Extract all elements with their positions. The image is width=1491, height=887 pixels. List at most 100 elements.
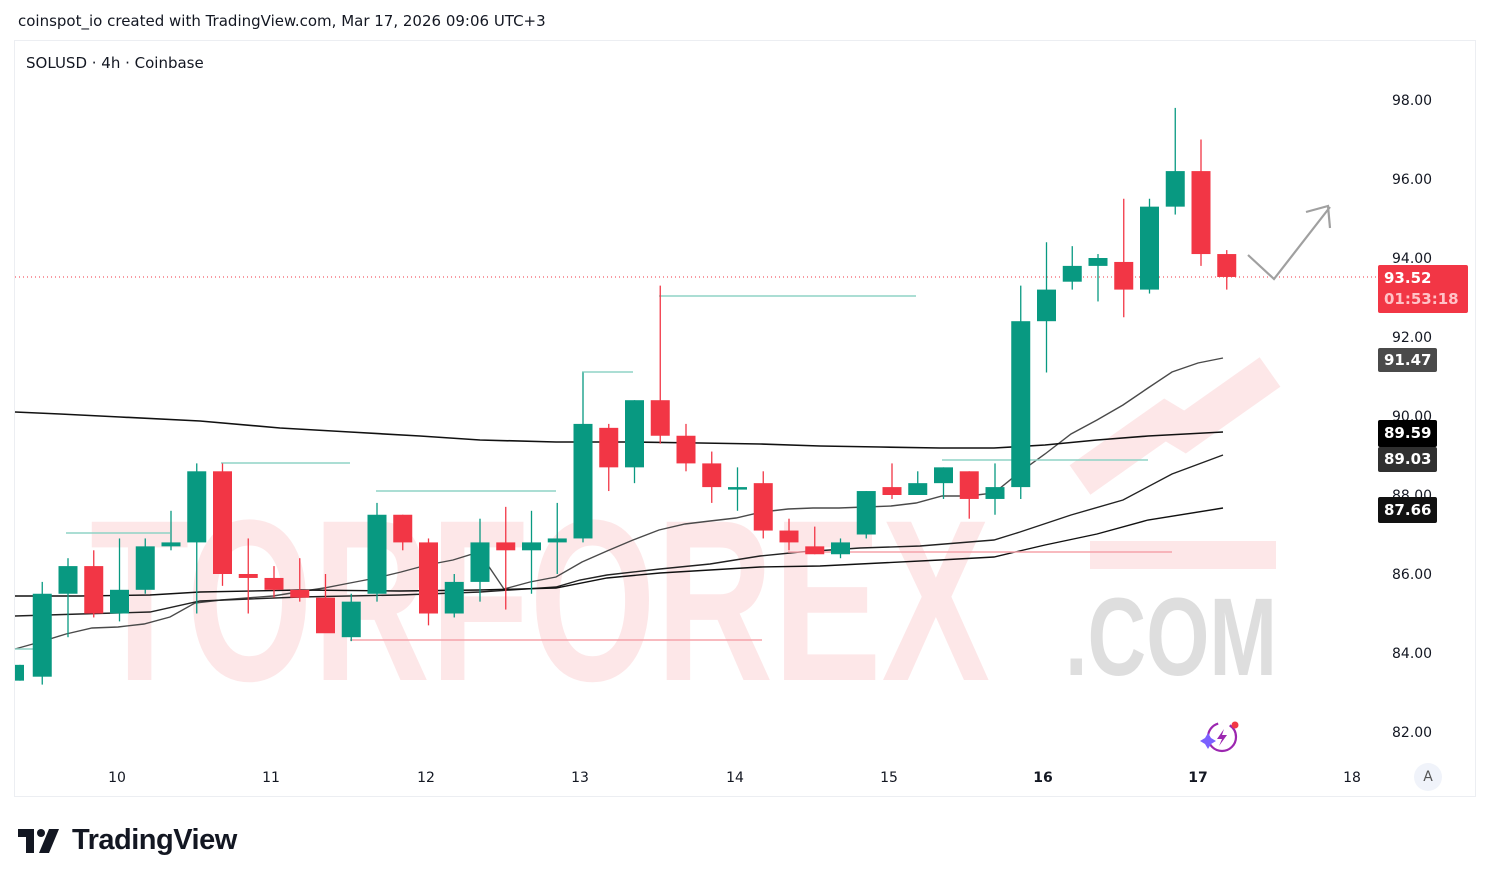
candle-body — [1037, 289, 1056, 322]
candle-body — [15, 664, 24, 681]
candle — [32, 581, 52, 685]
candle-body — [496, 542, 516, 551]
candle-body — [753, 483, 773, 531]
time-tick-label: 10 — [108, 770, 126, 786]
candle — [1140, 198, 1159, 294]
price-tick-label: 98.00 — [1392, 93, 1432, 109]
current-price-value: 93.52 — [1384, 269, 1432, 287]
current-price-tag: 93.52 01:53:18 — [1378, 265, 1468, 313]
candle — [625, 400, 644, 484]
bar-countdown: 01:53:18 — [1384, 290, 1459, 308]
price-tick-label: 96.00 — [1392, 172, 1432, 188]
candle-body — [32, 593, 52, 677]
candle — [779, 518, 799, 551]
pivot-lines — [15, 295, 1172, 650]
candle — [1062, 246, 1082, 290]
candle — [84, 550, 104, 618]
chart-frame — [14, 40, 1476, 797]
tradingview-logo[interactable]: TradingView — [18, 824, 237, 857]
candle — [187, 463, 207, 614]
price-tick-label: 86.00 — [1392, 567, 1432, 583]
candle-body — [547, 538, 567, 543]
candle-body — [84, 566, 104, 614]
time-tick-label: 17 — [1188, 770, 1207, 786]
candle — [58, 558, 78, 638]
candle-body — [470, 542, 490, 582]
time-tick-label: 11 — [262, 770, 280, 786]
symbol-label[interactable]: SOLUSD · 4h · Coinbase — [26, 54, 204, 72]
candle-body — [882, 487, 902, 495]
candle — [856, 491, 876, 539]
time-tick-label: 16 — [1033, 770, 1052, 786]
candle-body — [831, 542, 850, 555]
candle-body — [1140, 206, 1159, 290]
candle-body — [290, 589, 310, 598]
price-axis[interactable]: 98.0096.0094.0092.0090.0088.0086.0084.00… — [1392, 93, 1432, 741]
candle — [1191, 139, 1211, 266]
candle-body — [805, 546, 825, 555]
candle-body — [58, 566, 78, 594]
candle — [470, 518, 490, 602]
candle — [1165, 107, 1185, 215]
candle — [805, 526, 825, 555]
candle-body — [959, 471, 979, 499]
candle-body — [367, 514, 387, 594]
svg-text:TORFOREX: TORFOREX — [90, 472, 990, 729]
candle — [676, 423, 696, 472]
time-tick-label: 12 — [417, 770, 435, 786]
candle-body — [393, 514, 413, 543]
ma-200-tag: 89.59 — [1378, 420, 1438, 447]
candle-body — [161, 542, 181, 547]
candle — [213, 463, 232, 586]
candle-body — [650, 400, 670, 436]
time-tick-label: 14 — [726, 770, 744, 786]
candle — [1011, 285, 1031, 499]
candle — [290, 558, 310, 602]
candle — [728, 467, 747, 511]
candle — [264, 566, 284, 598]
arrow-path — [1247, 206, 1331, 281]
candle-body — [444, 581, 464, 614]
candle — [1088, 254, 1108, 302]
arrow-head-icon — [1305, 204, 1332, 229]
ma-line — [15, 507, 1224, 597]
svg-text:.COM: .COM — [1065, 576, 1277, 699]
candle — [650, 285, 670, 444]
candle-body — [135, 546, 155, 590]
time-axis[interactable]: 10 11 12 13 14 15 16 17 18 — [108, 770, 1361, 786]
candle-body — [1088, 258, 1108, 266]
candle-body — [728, 487, 747, 490]
candle — [1217, 250, 1237, 290]
price-tick-label: 82.00 — [1392, 725, 1432, 741]
tradingview-logo-text: TradingView — [72, 824, 237, 856]
candle — [959, 471, 979, 519]
ma-line — [14, 411, 1224, 449]
candle-body — [934, 467, 953, 484]
candle — [985, 463, 1005, 515]
time-tick-label: 18 — [1343, 770, 1361, 786]
candles — [15, 107, 1237, 685]
candle — [831, 538, 850, 559]
candle-body — [1062, 265, 1082, 282]
candle — [161, 510, 181, 551]
watermark: TORFOREX .COM — [90, 357, 1281, 729]
candle — [419, 538, 438, 626]
ai-assistant-icon[interactable] — [1200, 721, 1239, 753]
candle — [238, 538, 258, 614]
candle-body — [573, 423, 593, 539]
candle-body — [187, 471, 207, 543]
candle — [367, 502, 387, 602]
candle-body — [1165, 171, 1185, 207]
candle — [1037, 242, 1056, 373]
candle — [934, 467, 953, 499]
candle — [316, 574, 335, 634]
auto-scale-button[interactable]: A — [1414, 763, 1442, 791]
candle — [393, 514, 413, 551]
candle — [110, 538, 129, 622]
candle-body — [213, 471, 232, 574]
projection-arrow[interactable] — [1247, 204, 1332, 281]
candle — [599, 423, 619, 492]
candle — [573, 372, 593, 543]
time-tick-label: 13 — [571, 770, 589, 786]
